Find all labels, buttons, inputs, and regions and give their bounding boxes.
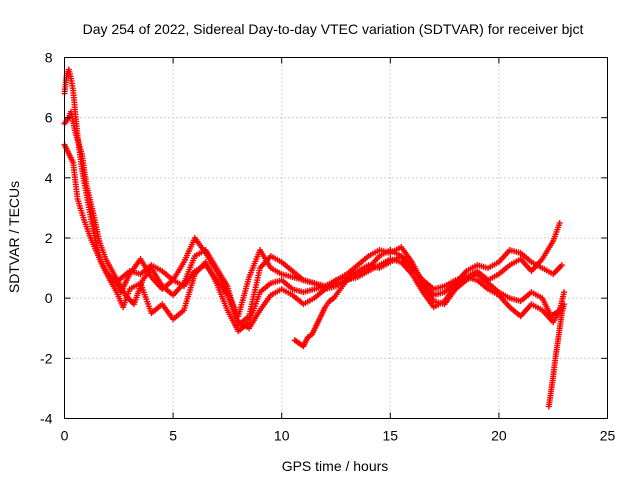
- data-points: [61, 66, 568, 410]
- x-tick-label: 0: [61, 428, 69, 444]
- y-axis-label: SDTVAR / TECUs: [6, 181, 22, 293]
- y-tick-label: 4: [45, 170, 53, 186]
- x-tick-label: 20: [491, 428, 507, 444]
- plot-frame: [64, 57, 608, 419]
- y-tick-label: 6: [45, 110, 53, 126]
- y-tick-label: -2: [40, 350, 53, 366]
- x-tick-label: 10: [274, 428, 290, 444]
- data-point: [561, 301, 568, 308]
- data-point: [561, 289, 568, 296]
- y-tick-label: 2: [45, 230, 53, 246]
- axis-ticks: 0 5 10 15 20 25 -4 -2 0 2 4 6 8: [40, 50, 615, 444]
- x-tick-label: 15: [383, 428, 399, 444]
- y-tick-label: -4: [40, 411, 53, 427]
- data-point: [348, 274, 355, 281]
- x-tick-label: 5: [169, 428, 177, 444]
- chart-title: Day 254 of 2022, Sidereal Day-to-day VTE…: [83, 21, 584, 37]
- series-track-4: [115, 256, 565, 332]
- series-track-5: [291, 274, 355, 350]
- data-point: [556, 219, 563, 226]
- y-tick-label: 0: [45, 290, 53, 306]
- data-point: [558, 262, 565, 269]
- y-tick-label: 8: [45, 50, 53, 66]
- gridlines: [64, 57, 608, 419]
- x-tick-label: 25: [600, 428, 616, 444]
- series-track-6: [545, 301, 568, 410]
- series-track-2: [61, 108, 565, 329]
- x-axis-label: GPS time / hours: [282, 458, 389, 474]
